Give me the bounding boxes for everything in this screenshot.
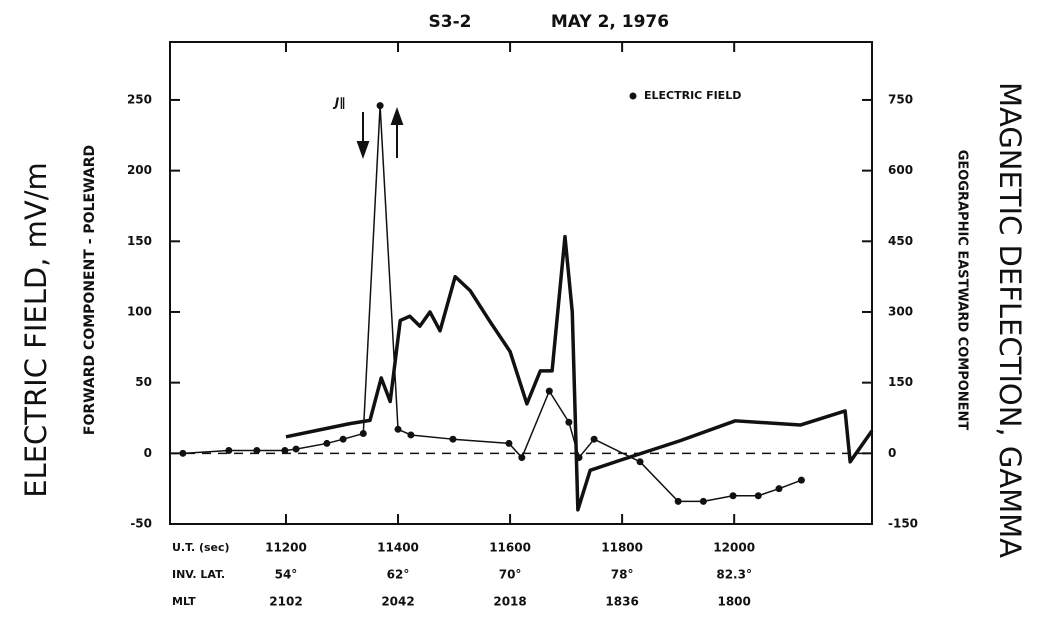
data-point [449,435,457,443]
chart-subtitle: MAY 2, 1976 [551,12,669,32]
y-tick-label: 50 [135,375,152,389]
data-point [636,458,644,466]
magnetic-deflection-line [285,234,874,512]
data-point [674,497,682,505]
y2-tick-label: 300 [888,304,913,318]
annotation: J∥ [333,96,345,110]
arrow-head [390,107,404,125]
data-point [699,497,707,505]
chart-title: S3-2 [429,12,472,32]
y-tick-label: -50 [130,517,152,531]
arrow-head [356,141,370,159]
data-point [754,492,762,500]
y-axis-sublabel: FORWARD COMPONENT - POLEWARD [82,145,98,435]
plot-frame [169,41,873,525]
y-axis-label: ELECTRIC FIELD, mV/m [19,162,53,498]
data-point [323,439,331,447]
data-point [292,445,300,453]
data-point [590,435,598,443]
legend-label: ELECTRIC FIELD [644,89,741,102]
inv-lat-label: 78° [611,568,634,582]
data-point [775,485,783,493]
data-point [407,431,415,439]
mlt-label: 1800 [717,595,750,609]
y2-tick-label: 450 [888,234,913,248]
data-point [797,476,805,484]
current-arrows [356,107,404,159]
x-tick-label: 11400 [377,541,419,555]
data-point [339,435,347,443]
data-point [359,430,367,438]
x-tick-label: 11200 [265,541,307,555]
inv-lat-label: 62° [387,568,410,582]
y-tick-label: 250 [127,92,152,106]
y2-tick-label: 600 [888,163,913,177]
y2-axis-sublabel: GEOGRAPHIC EASTWARD COMPONENT [955,150,970,431]
mlt-label: 2102 [269,595,302,609]
y2-tick-label: 750 [888,92,913,106]
y2-tick-label: 150 [888,375,913,389]
mlt-label: 2018 [493,595,526,609]
data-point [179,449,187,457]
y2-tick-label: 0 [888,446,896,460]
data-point [253,446,261,454]
data-point [518,454,526,462]
x-row-label: MLT [172,595,196,608]
data-point [376,102,384,110]
data-point [505,439,513,447]
y2-axis-label: MAGNETIC DEFLECTION, GAMMA [993,82,1027,558]
data-point [565,418,573,426]
x-row-label: INV. LAT. [172,568,225,581]
y-tick-label: 100 [127,304,152,318]
x-tick-label: 12000 [713,541,755,555]
mlt-label: 2042 [381,595,414,609]
legend-marker [629,92,637,100]
x-row-label: U.T. (sec) [172,541,230,554]
data-point [281,446,289,454]
mlt-label: 1836 [605,595,638,609]
y-tick-label: 150 [127,234,152,248]
inv-lat-label: 70° [499,568,522,582]
data-point [394,425,402,433]
x-tick-label: 11800 [601,541,643,555]
y2-tick-label: -150 [888,517,918,531]
data-point [545,387,553,395]
x-tick-label: 11600 [489,541,531,555]
inv-lat-label: 54° [275,568,298,582]
data-point [729,492,737,500]
y-tick-label: 200 [127,163,152,177]
y-tick-label: 0 [144,446,152,460]
data-point [225,446,233,454]
inv-lat-label: 82.3° [716,568,752,582]
